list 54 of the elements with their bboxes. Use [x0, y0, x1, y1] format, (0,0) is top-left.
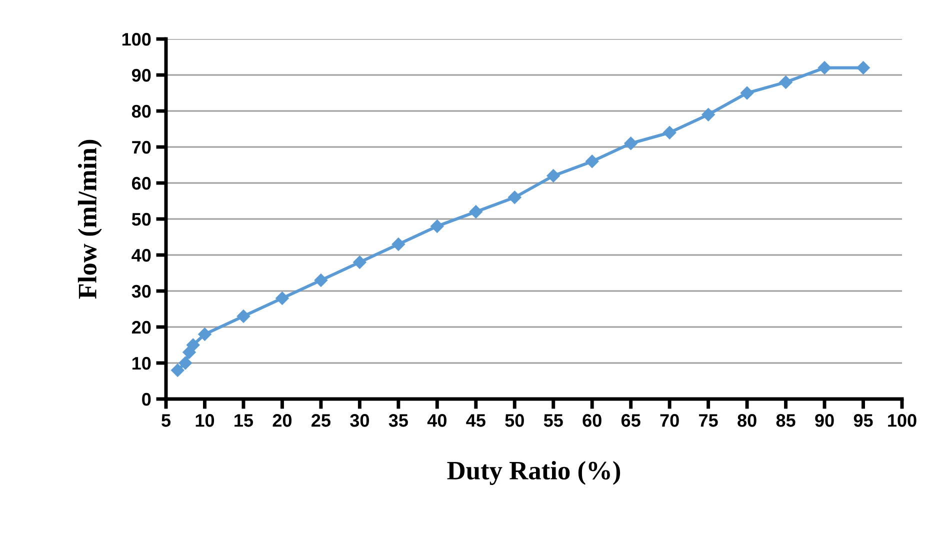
- x-tick-label: 5: [162, 414, 171, 427]
- y-tick-label: 70: [132, 140, 151, 154]
- point: [546, 169, 560, 182]
- x-tick-label: 80: [738, 414, 756, 427]
- point: [353, 256, 366, 269]
- point: [779, 76, 792, 89]
- y-tick-label: 100: [122, 32, 151, 46]
- x-tick-label: 85: [776, 414, 796, 427]
- x-axis-title: Duty Ratio (%): [447, 460, 620, 485]
- x-tick-label: 30: [350, 414, 369, 427]
- x-tick-label: 70: [660, 414, 679, 427]
- x-tick-label: 25: [312, 414, 330, 427]
- x-tick-label: 35: [388, 414, 408, 427]
- y-tick-label: 90: [132, 68, 151, 82]
- point: [586, 154, 599, 168]
- x-tick-label: 10: [196, 414, 214, 427]
- point: [508, 190, 522, 204]
- point: [624, 136, 638, 150]
- x-tick-label: 55: [544, 414, 563, 427]
- y-tick-label: 40: [132, 248, 151, 262]
- point: [662, 126, 676, 140]
- point: [186, 338, 200, 352]
- y-tick-label: 10: [132, 356, 151, 370]
- point: [430, 220, 444, 233]
- point: [236, 310, 250, 323]
- point: [171, 364, 184, 377]
- x-tick-label: 95: [854, 414, 873, 427]
- y-tick-label: 50: [132, 212, 151, 226]
- point: [469, 205, 482, 218]
- point: [392, 238, 406, 251]
- point: [740, 86, 754, 100]
- x-tick-label: 65: [621, 414, 640, 427]
- y-tick-label: 20: [132, 320, 151, 334]
- x-tick-label: 40: [427, 414, 446, 427]
- x-tick-label: 90: [815, 414, 834, 427]
- y-tick-label: 80: [132, 104, 151, 118]
- y-tick-label: 30: [132, 284, 151, 298]
- x-tick-label: 45: [466, 414, 486, 427]
- x-tick-label: 60: [582, 414, 602, 427]
- point: [856, 61, 870, 74]
- point: [702, 108, 715, 122]
- x-tick-label: 50: [505, 414, 524, 427]
- point: [314, 274, 328, 287]
- point: [276, 292, 289, 305]
- point: [178, 356, 192, 370]
- x-tick-label: 15: [234, 414, 254, 427]
- x-tick-label: 100: [888, 414, 916, 427]
- x-tick-label: 75: [699, 414, 718, 427]
- y-axis-title: Flow (ml/min): [78, 140, 102, 299]
- y-tick-label: 60: [132, 176, 151, 190]
- y-tick-label: 0: [142, 392, 151, 406]
- point: [818, 61, 832, 74]
- point: [198, 328, 212, 341]
- x-tick-label: 20: [272, 414, 292, 427]
